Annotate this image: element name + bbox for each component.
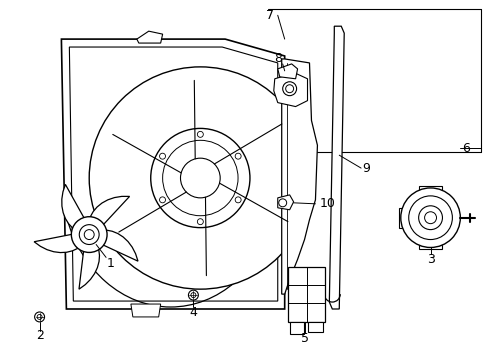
Text: 1: 1 bbox=[107, 257, 115, 270]
Circle shape bbox=[282, 82, 296, 96]
Text: 9: 9 bbox=[362, 162, 369, 175]
Circle shape bbox=[159, 153, 165, 159]
Polygon shape bbox=[273, 73, 307, 107]
Polygon shape bbox=[328, 26, 344, 309]
Polygon shape bbox=[131, 304, 161, 317]
Text: 3: 3 bbox=[426, 253, 434, 266]
Text: 2: 2 bbox=[36, 329, 43, 342]
Circle shape bbox=[400, 188, 459, 247]
Circle shape bbox=[188, 290, 198, 300]
Text: 7: 7 bbox=[265, 9, 273, 22]
Polygon shape bbox=[307, 322, 323, 332]
Polygon shape bbox=[418, 246, 442, 249]
Polygon shape bbox=[287, 267, 325, 322]
Circle shape bbox=[418, 206, 442, 230]
Circle shape bbox=[235, 153, 241, 159]
Polygon shape bbox=[61, 39, 284, 309]
Circle shape bbox=[197, 219, 203, 225]
Text: 5: 5 bbox=[300, 332, 308, 345]
Polygon shape bbox=[418, 186, 442, 190]
Polygon shape bbox=[277, 64, 297, 79]
Circle shape bbox=[197, 131, 203, 137]
Polygon shape bbox=[61, 184, 84, 228]
Polygon shape bbox=[398, 208, 402, 228]
Circle shape bbox=[235, 197, 241, 203]
Circle shape bbox=[71, 217, 107, 252]
Circle shape bbox=[89, 67, 311, 289]
Text: 10: 10 bbox=[319, 197, 335, 210]
Polygon shape bbox=[34, 234, 78, 253]
Circle shape bbox=[35, 312, 44, 322]
Polygon shape bbox=[79, 250, 99, 289]
Text: 8: 8 bbox=[273, 53, 281, 66]
Circle shape bbox=[150, 129, 249, 228]
Polygon shape bbox=[102, 230, 138, 261]
Polygon shape bbox=[90, 197, 129, 225]
Text: 6: 6 bbox=[461, 142, 469, 155]
Polygon shape bbox=[277, 195, 293, 210]
Circle shape bbox=[159, 197, 165, 203]
Text: 4: 4 bbox=[189, 306, 197, 319]
Polygon shape bbox=[281, 59, 317, 294]
Polygon shape bbox=[289, 322, 303, 334]
Polygon shape bbox=[137, 31, 163, 43]
